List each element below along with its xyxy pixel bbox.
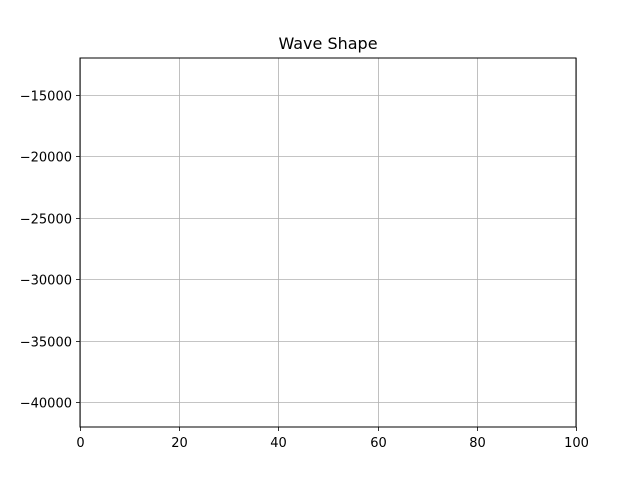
y-tick-label: −35000 xyxy=(20,336,72,351)
plot-area-frame xyxy=(79,57,577,428)
y-tick-label: −30000 xyxy=(20,274,72,289)
y-axis: −15000 −20000 −25000 −30000 −35000 −40000 xyxy=(20,90,80,412)
x-tick-label: 40 xyxy=(270,436,287,451)
x-tick-label: 80 xyxy=(469,436,486,451)
x-tick-label: 100 xyxy=(564,436,589,451)
x-tick-label: 0 xyxy=(76,436,84,451)
y-tick-label: −15000 xyxy=(20,90,72,105)
x-tick-label: 20 xyxy=(171,436,188,451)
chart-title: Wave Shape xyxy=(278,34,377,53)
x-tick-label: 60 xyxy=(370,436,387,451)
y-tick-label: −20000 xyxy=(20,151,72,166)
x-axis: 0 20 40 60 80 100 xyxy=(76,427,589,451)
grid-layer xyxy=(80,58,577,427)
y-tick-label: −40000 xyxy=(20,397,72,412)
y-tick-label: −25000 xyxy=(20,213,72,228)
